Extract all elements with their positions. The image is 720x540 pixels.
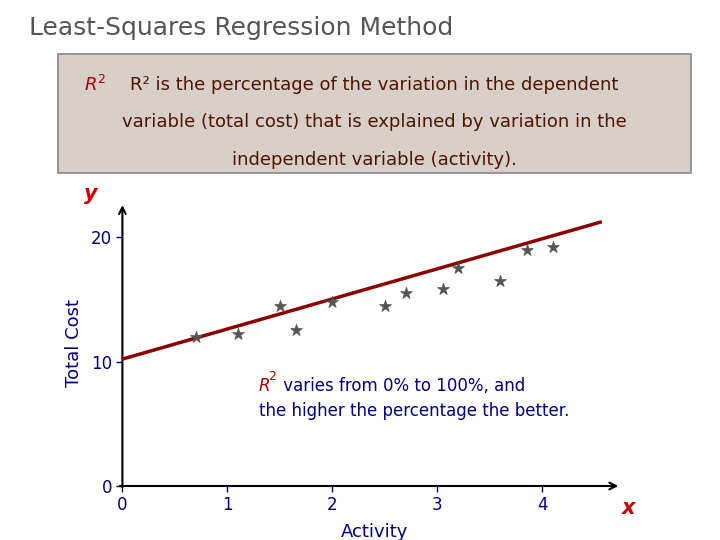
Text: the higher the percentage the better.: the higher the percentage the better. [259,402,570,420]
Point [232,330,243,339]
Point [521,245,532,254]
Text: x: x [622,498,635,518]
Point [379,301,391,310]
Text: variable (total cost) that is explained by variation in the: variable (total cost) that is explained … [122,113,627,131]
Text: 2: 2 [97,73,105,86]
Text: R² is the percentage of the variation in the dependent: R² is the percentage of the variation in… [130,76,618,93]
Point [274,301,286,310]
X-axis label: Activity: Activity [341,523,408,540]
Text: independent variable (activity).: independent variable (activity). [232,151,517,169]
Point [547,243,559,252]
Point [495,276,506,285]
Text: R: R [259,377,271,395]
Text: R: R [85,76,97,93]
Text: y: y [84,184,98,204]
Point [400,289,412,298]
Point [190,332,202,341]
Y-axis label: Total Cost: Total Cost [65,299,83,387]
Point [453,264,464,273]
Point [437,285,449,294]
Text: 2: 2 [269,370,276,383]
Text: Least-Squares Regression Method: Least-Squares Regression Method [29,16,453,40]
Text: varies from 0% to 100%, and: varies from 0% to 100%, and [278,377,525,395]
Point [327,298,338,306]
Point [290,326,302,335]
